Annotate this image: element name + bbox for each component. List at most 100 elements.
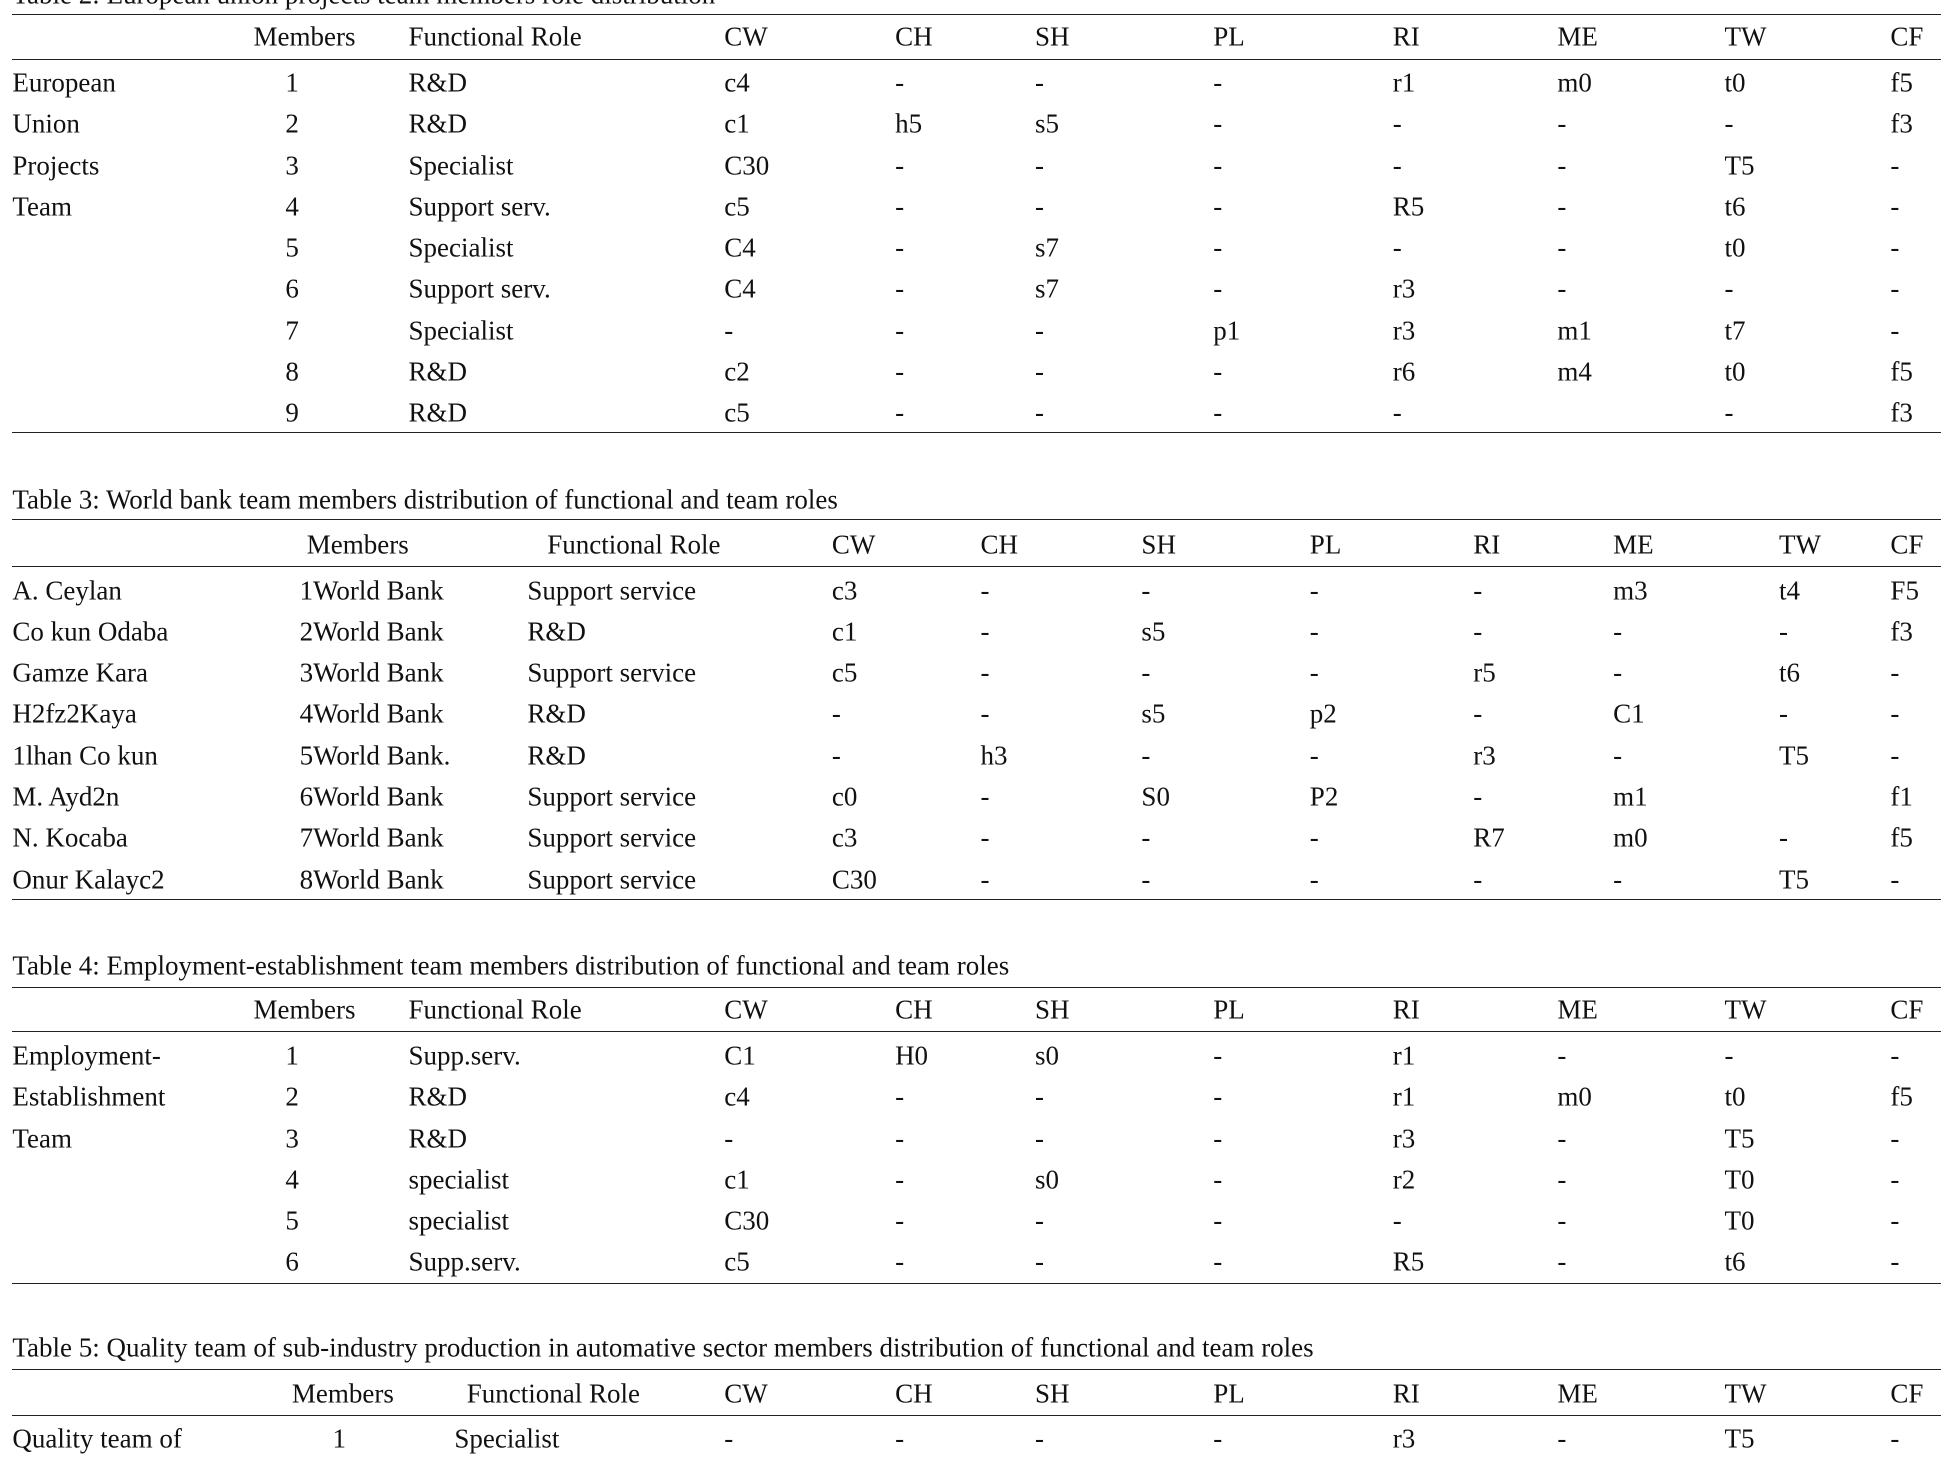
table-cell: - xyxy=(1034,1246,1044,1277)
table-cell: - xyxy=(895,315,905,346)
table-cell: specialist xyxy=(408,1205,510,1236)
table-cell: C4 xyxy=(724,232,756,263)
table-cell: - xyxy=(1392,1205,1402,1236)
table-cell: - xyxy=(1724,1040,1734,1071)
table-cell: 1 xyxy=(285,1040,299,1071)
table-cell: - xyxy=(1557,1040,1567,1071)
table-cell: 8World Bank xyxy=(299,864,444,895)
table-cell: - xyxy=(1557,1246,1567,1277)
table-cell: - xyxy=(980,575,990,606)
table-cell: m0 xyxy=(1613,822,1648,853)
table-cell: T5 xyxy=(1724,1423,1755,1454)
table-cell: - xyxy=(1473,616,1483,647)
table-cell: - xyxy=(1724,397,1734,428)
table-cell: R&D xyxy=(527,616,586,647)
table-cell: - xyxy=(1213,1040,1223,1071)
table-cell: - xyxy=(1034,1205,1044,1236)
rule xyxy=(12,565,1941,567)
table-cell: 7World Bank xyxy=(299,822,444,853)
table-cell: - xyxy=(1309,575,1319,606)
column-header: CH xyxy=(895,1378,933,1409)
table-cell: 5World Bank. xyxy=(299,740,451,771)
table-cell: Support service xyxy=(527,822,697,853)
table-cell: - xyxy=(1779,698,1788,729)
column-header: CW xyxy=(724,994,768,1025)
table-cell: f3 xyxy=(1890,616,1913,647)
table-cell: Specialist xyxy=(408,232,514,263)
table-cell: s5 xyxy=(1034,108,1059,139)
table-cell: c5 xyxy=(724,397,750,428)
table-cell: - xyxy=(1392,397,1402,428)
table-cell: Specialist xyxy=(408,315,514,346)
table-cell: 6 xyxy=(285,1246,299,1277)
table-cell: specialist xyxy=(408,1164,510,1195)
column-header: CW xyxy=(831,529,876,560)
table-cell: R&D xyxy=(408,397,468,428)
table-cell: - xyxy=(1613,657,1623,688)
column-header: SH xyxy=(1141,529,1176,560)
table-cell: - xyxy=(1890,315,1900,346)
table-cell: - xyxy=(895,67,905,98)
table-cell: - xyxy=(1890,740,1900,771)
table-cell: t0 xyxy=(1724,1081,1746,1112)
row-label: Gamze Kara xyxy=(12,657,149,688)
table-cell: - xyxy=(895,1423,905,1454)
table-cell: - xyxy=(895,1246,905,1277)
table-cell: - xyxy=(1890,150,1900,181)
table-cell: 3 xyxy=(285,150,299,181)
table-cell: f3 xyxy=(1890,397,1913,428)
table-cell: - xyxy=(1034,1123,1044,1154)
table-cell: - xyxy=(1213,1246,1223,1277)
table-cell: - xyxy=(1213,191,1223,222)
table-cell: t0 xyxy=(1724,232,1746,263)
column-header: Functional Role xyxy=(408,994,582,1025)
table-cell: S0 xyxy=(1141,781,1170,812)
table-cell: Support service xyxy=(527,864,697,895)
rule xyxy=(12,13,1941,15)
table-cell: Specialist xyxy=(454,1423,560,1454)
table-cell: Supp.serv. xyxy=(408,1040,521,1071)
table-cell: - xyxy=(895,1164,905,1195)
table-cell: - xyxy=(1392,232,1402,263)
table-cell: - xyxy=(1034,1423,1044,1454)
table-cell: 4World Bank xyxy=(299,698,444,729)
table-cell: - xyxy=(1392,150,1402,181)
table-cell: f1 xyxy=(1890,781,1913,812)
row-label: A. Ceylan xyxy=(12,575,122,606)
table-cell: 7 xyxy=(285,315,299,346)
table-cell: C1 xyxy=(724,1040,756,1071)
rule xyxy=(12,1415,1941,1417)
table-cell: - xyxy=(1309,657,1319,688)
table-cell: - xyxy=(1557,1205,1567,1236)
table-cell: r1 xyxy=(1392,1081,1416,1112)
row-label: Onur Kalayc2 xyxy=(12,864,165,895)
table-cell: C30 xyxy=(724,150,770,181)
table-cell: r6 xyxy=(1392,356,1416,387)
table-cell: R&D xyxy=(408,1123,468,1154)
table-cell: s0 xyxy=(1034,1040,1059,1071)
row-label: Employment- xyxy=(12,1040,161,1071)
table-cell: R&D xyxy=(408,67,468,98)
table-cell: r3 xyxy=(1392,315,1416,346)
table-cell: C30 xyxy=(724,1205,770,1236)
table-cell: r1 xyxy=(1392,1040,1416,1071)
table-cell: T0 xyxy=(1724,1164,1755,1195)
table-cell: - xyxy=(1890,1246,1900,1277)
column-header: RI xyxy=(1392,1378,1420,1409)
table-cell: C30 xyxy=(831,864,877,895)
table-cell: r3 xyxy=(1392,273,1416,304)
table-cell: - xyxy=(895,1123,905,1154)
table-cell: 5 xyxy=(285,232,299,263)
row-label: Team xyxy=(12,1123,72,1154)
table-cell: m0 xyxy=(1557,1081,1592,1112)
table-cell: t6 xyxy=(1724,1246,1746,1277)
table-cell: r1 xyxy=(1392,67,1416,98)
table-cell: r3 xyxy=(1392,1423,1416,1454)
row-label: Co kun Odaba xyxy=(12,616,169,647)
table-cell: - xyxy=(1213,150,1223,181)
table-cell: s5 xyxy=(1141,698,1166,729)
table-cell: - xyxy=(1557,191,1567,222)
table-cell: t6 xyxy=(1779,657,1801,688)
table-cell: 6 xyxy=(285,273,299,304)
